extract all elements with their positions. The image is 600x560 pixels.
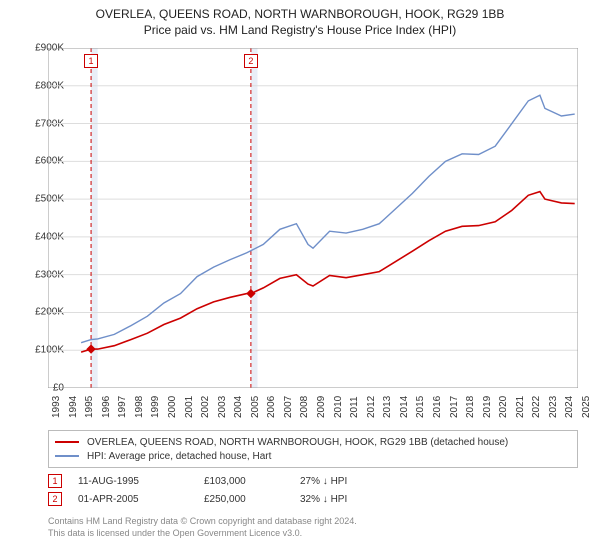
- sale-row-1: 1 11-AUG-1995 £103,000 27% ↓ HPI: [48, 472, 578, 490]
- x-tick-label: 2019: [482, 396, 493, 418]
- title-line-1: OVERLEA, QUEENS ROAD, NORTH WARNBOROUGH,…: [0, 6, 600, 22]
- sale-badge-2: 2: [48, 492, 62, 506]
- sale-price-1: £103,000: [204, 476, 284, 487]
- x-tick-label: 1999: [150, 396, 161, 418]
- x-tick-label: 2003: [217, 396, 228, 418]
- x-tick-label: 1995: [84, 396, 95, 418]
- sale-price-2: £250,000: [204, 494, 284, 505]
- legend-label-property: OVERLEA, QUEENS ROAD, NORTH WARNBOROUGH,…: [87, 437, 508, 448]
- title-line-2: Price paid vs. HM Land Registry's House …: [0, 22, 600, 38]
- plot-svg: [48, 48, 578, 388]
- x-tick-label: 2002: [200, 396, 211, 418]
- x-tick-label: 2001: [184, 396, 195, 418]
- x-tick-label: 2018: [465, 396, 476, 418]
- x-tick-label: 1994: [68, 396, 79, 418]
- x-tick-label: 2017: [449, 396, 460, 418]
- sale-diff-2: 32% ↓ HPI: [300, 494, 380, 505]
- x-tick-label: 1993: [51, 396, 62, 418]
- x-tick-label: 2013: [382, 396, 393, 418]
- x-tick-label: 1997: [117, 396, 128, 418]
- sale-date-1: 11-AUG-1995: [78, 476, 188, 487]
- x-tick-label: 2005: [250, 396, 261, 418]
- legend-swatch-hpi: [55, 455, 79, 457]
- sale-marker-badge: 2: [244, 54, 258, 68]
- legend-swatch-property: [55, 441, 79, 443]
- x-tick-label: 2014: [399, 396, 410, 418]
- x-tick-label: 2006: [266, 396, 277, 418]
- x-tick-label: 2024: [564, 396, 575, 418]
- footer: Contains HM Land Registry data © Crown c…: [48, 516, 578, 539]
- x-tick-label: 2007: [283, 396, 294, 418]
- footer-line-1: Contains HM Land Registry data © Crown c…: [48, 516, 578, 528]
- sale-diff-1: 27% ↓ HPI: [300, 476, 380, 487]
- sales-table: 1 11-AUG-1995 £103,000 27% ↓ HPI 2 01-AP…: [48, 472, 578, 508]
- x-tick-label: 2016: [432, 396, 443, 418]
- footer-line-2: This data is licensed under the Open Gov…: [48, 528, 578, 540]
- x-tick-label: 2010: [333, 396, 344, 418]
- legend-label-hpi: HPI: Average price, detached house, Hart: [87, 451, 271, 462]
- sale-row-2: 2 01-APR-2005 £250,000 32% ↓ HPI: [48, 490, 578, 508]
- x-tick-label: 2021: [515, 396, 526, 418]
- x-tick-label: 2008: [299, 396, 310, 418]
- x-tick-label: 1996: [101, 396, 112, 418]
- x-tick-label: 2000: [167, 396, 178, 418]
- sale-badge-1: 1: [48, 474, 62, 488]
- x-tick-label: 2009: [316, 396, 327, 418]
- x-tick-label: 2022: [531, 396, 542, 418]
- sale-marker-badge: 1: [84, 54, 98, 68]
- x-tick-label: 1998: [134, 396, 145, 418]
- x-tick-label: 2004: [233, 396, 244, 418]
- legend-item-property: OVERLEA, QUEENS ROAD, NORTH WARNBOROUGH,…: [55, 435, 571, 449]
- x-tick-label: 2025: [581, 396, 592, 418]
- legend-item-hpi: HPI: Average price, detached house, Hart: [55, 449, 571, 463]
- x-tick-label: 2012: [366, 396, 377, 418]
- chart-container: OVERLEA, QUEENS ROAD, NORTH WARNBOROUGH,…: [0, 0, 600, 560]
- sale-date-2: 01-APR-2005: [78, 494, 188, 505]
- title-block: OVERLEA, QUEENS ROAD, NORTH WARNBOROUGH,…: [0, 0, 600, 38]
- x-tick-label: 2011: [349, 396, 360, 418]
- legend: OVERLEA, QUEENS ROAD, NORTH WARNBOROUGH,…: [48, 430, 578, 468]
- x-tick-label: 2020: [498, 396, 509, 418]
- x-tick-label: 2015: [415, 396, 426, 418]
- x-tick-label: 2023: [548, 396, 559, 418]
